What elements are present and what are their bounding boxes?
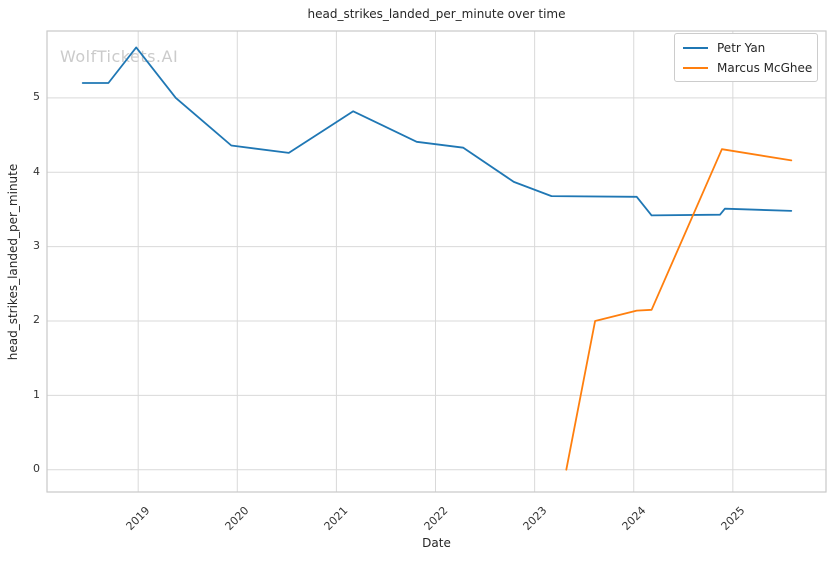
watermark: WolfTickets.AI — [60, 47, 179, 66]
y-axis-label: head_strikes_landed_per_minute — [6, 163, 20, 361]
y-tick-label: 5 — [33, 90, 40, 104]
legend-line-marcus-mcghee-icon — [683, 66, 708, 69]
series-line-marcus-mcghee — [565, 148, 793, 471]
chart-title: head_strikes_landed_per_minute over time — [307, 7, 566, 21]
legend-label-marcus-mcghee: Marcus McGhee — [717, 60, 813, 75]
legend: Petr Yan Marcus McGhee — [674, 33, 818, 82]
legend-item-petr-yan: Petr Yan — [683, 40, 809, 55]
y-tick-label: 4 — [33, 164, 40, 178]
x-axis-label: Date — [422, 536, 451, 550]
legend-line-petr-yan-icon — [683, 46, 708, 49]
y-tick-label: 1 — [33, 387, 40, 401]
legend-label-petr-yan: Petr Yan — [717, 40, 766, 55]
y-tick-label: 3 — [33, 239, 40, 253]
y-tick-label: 0 — [33, 462, 40, 476]
legend-item-marcus-mcghee: Marcus McGhee — [683, 60, 813, 75]
series-line-petr-yan — [81, 46, 793, 217]
axes-spines — [46, 30, 827, 493]
y-tick-label: 2 — [33, 313, 40, 327]
